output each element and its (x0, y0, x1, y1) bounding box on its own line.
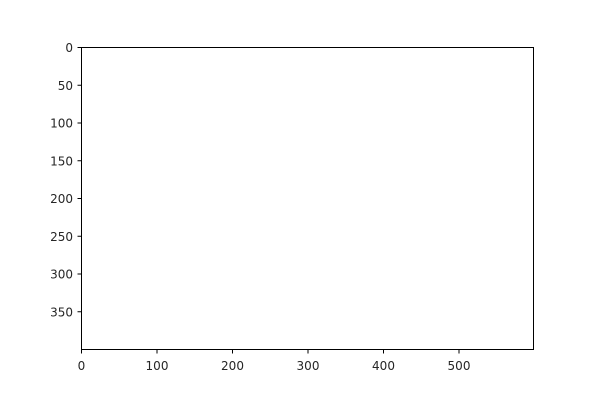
x-tick-label-0: 0 (78, 359, 86, 373)
y-tick-label-300: 300 (50, 268, 73, 282)
plot-frame (81, 47, 534, 350)
x-tick-label-100: 100 (146, 359, 169, 373)
y-tick-label-150: 150 (50, 154, 73, 168)
x-axis: 0 100 200 300 400 500 (78, 349, 471, 373)
y-axis: 0 50 100 150 200 250 300 350 (50, 41, 82, 319)
y-tick-label-50: 50 (58, 79, 73, 93)
y-tick-label-350: 350 (50, 305, 73, 319)
x-tick-label-400: 400 (372, 359, 395, 373)
y-tick-label-250: 250 (50, 230, 73, 244)
x-tick-label-500: 500 (448, 359, 471, 373)
y-tick-label-0: 0 (65, 41, 73, 55)
y-tick-label-200: 200 (50, 192, 73, 206)
x-tick-label-200: 200 (221, 359, 244, 373)
x-tick-label-300: 300 (297, 359, 320, 373)
y-tick-label-100: 100 (50, 117, 73, 131)
